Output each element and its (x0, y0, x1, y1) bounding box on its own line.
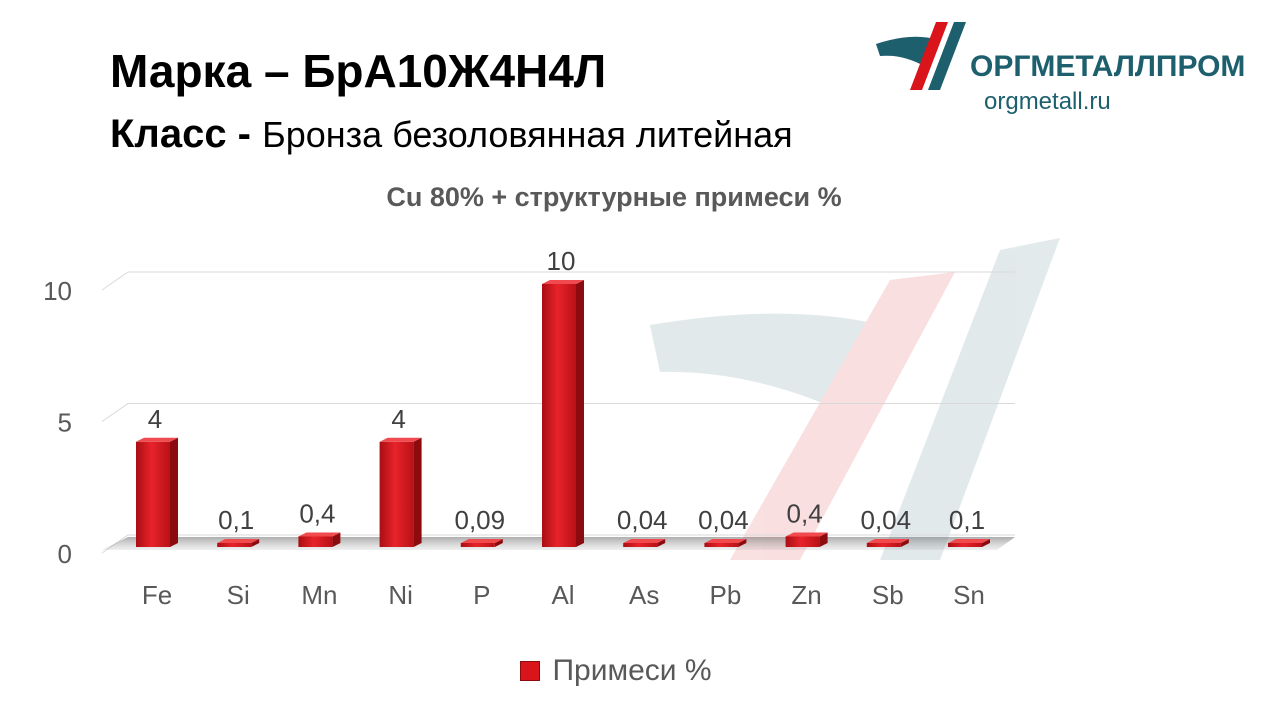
bar-pb (704, 539, 747, 547)
data-label-mn: 0,4 (299, 498, 335, 528)
data-label-fe: 4 (148, 404, 162, 434)
grade-dash: – (263, 45, 290, 97)
data-label-al: 10 (547, 246, 576, 276)
logo-mark-icon (876, 22, 966, 90)
x-tick-label-mn: Mn (301, 580, 337, 610)
x-tick-label-sb: Sb (872, 580, 904, 610)
company-logo: ОРГМЕТАЛЛПРОМ orgmetall.ru (872, 14, 1252, 124)
x-tick-label-sn: Sn (953, 580, 985, 610)
logo-name: ОРГМЕТАЛЛПРОМ (970, 50, 1246, 83)
data-label-zn: 0,4 (787, 498, 823, 528)
legend-swatch (520, 661, 540, 681)
grade-label: Марка (110, 45, 252, 97)
bar-sn (948, 539, 990, 547)
class-label: Класс - (110, 112, 251, 156)
bar-fe (136, 437, 178, 547)
x-tick-label-as: As (629, 580, 659, 610)
bar-zn (785, 532, 828, 547)
data-label-ni: 4 (391, 404, 405, 434)
bar-as (623, 539, 666, 547)
class-value: Бронза безоловянная литейная (262, 114, 793, 155)
y-tick-label: 5 (58, 408, 72, 438)
class-title: Класс - Бронза безоловянная литейная (110, 112, 793, 157)
x-tick-label-si: Si (227, 580, 250, 610)
gridline (101, 271, 1015, 291)
gridline (101, 403, 1015, 422)
legend-label: Примеси % (552, 654, 712, 687)
x-tick-label-p: P (473, 580, 490, 610)
x-tick-label-pb: Pb (709, 580, 741, 610)
x-tick-label-al: Al (551, 580, 574, 610)
data-label-pb: 0,04 (698, 505, 749, 535)
bar-sb (866, 539, 909, 547)
data-label-p: 0,09 (454, 505, 505, 535)
y-tick-label: 10 (43, 276, 72, 306)
chart-title: Cu 80% + структурные примеси % (386, 182, 842, 212)
bar-p (460, 539, 503, 547)
grade-title: Марка – БрА10Ж4Н4Л (110, 44, 606, 98)
bar-al (542, 280, 584, 547)
bar-mn (298, 532, 341, 547)
logo-url: orgmetall.ru (984, 88, 1111, 115)
bar-ni (379, 437, 422, 547)
watermark-logo (650, 238, 1060, 560)
bar-si (217, 539, 260, 547)
x-tick-label-fe: Fe (142, 580, 172, 610)
data-label-sb: 0,04 (860, 505, 911, 535)
x-tick-label-ni: Ni (388, 580, 413, 610)
x-tick-label-zn: Zn (791, 580, 821, 610)
data-label-as: 0,04 (617, 505, 668, 535)
data-label-sn: 0,1 (949, 505, 985, 535)
data-label-si: 0,1 (218, 505, 254, 535)
grade-value: БрА10Ж4Н4Л (302, 45, 607, 97)
y-tick-label: 0 (58, 539, 72, 569)
chart-legend: Примеси % (520, 654, 712, 688)
